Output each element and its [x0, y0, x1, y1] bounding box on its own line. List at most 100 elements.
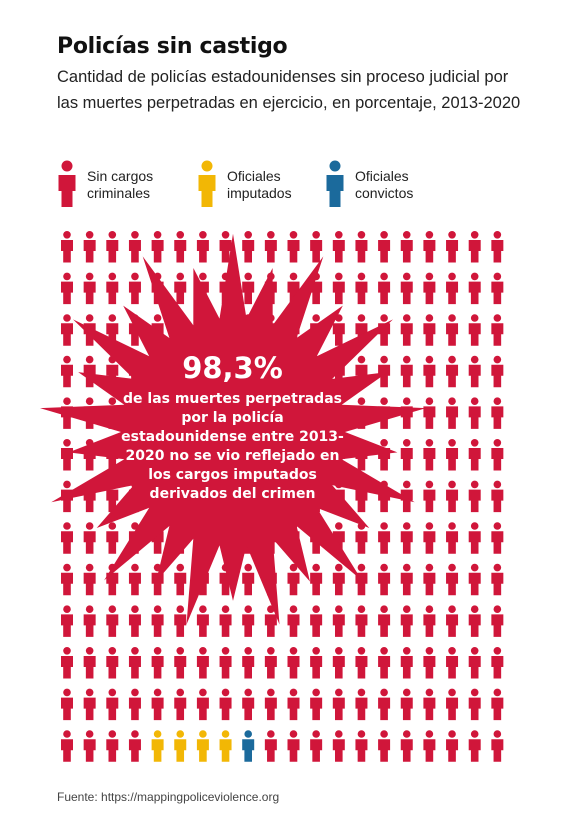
icon-sin-cargos [468, 605, 481, 637]
icon-sin-cargos [355, 563, 368, 596]
icon-sin-cargos [423, 522, 436, 554]
icon-sin-cargos [106, 272, 119, 305]
icon-sin-cargos [264, 231, 277, 263]
legend-label-line1: Sin cargos [87, 168, 154, 184]
icon-sin-cargos [61, 730, 73, 762]
icon-sin-cargos [423, 231, 436, 263]
icon-sin-cargos [242, 231, 255, 263]
icon-sin-cargos [468, 439, 481, 471]
icon-sin-cargos [196, 647, 209, 679]
icon-sin-cargos [61, 314, 73, 346]
icon-sin-cargos [423, 480, 436, 513]
icon-sin-cargos [491, 480, 504, 513]
icon-sin-cargos [151, 688, 164, 721]
icon-sin-cargos [446, 480, 459, 513]
icon-sin-cargos [83, 563, 96, 596]
icon-sin-cargos [468, 522, 481, 554]
icon-sin-cargos [468, 397, 481, 429]
icon-sin-cargos [174, 231, 187, 263]
icon-sin-cargos [423, 439, 436, 471]
icon-sin-cargos [242, 688, 255, 721]
icon-sin-cargos [83, 688, 96, 721]
icon-sin-cargos [400, 688, 413, 721]
icon-sin-cargos [242, 647, 255, 679]
icon-sin-cargos [332, 688, 345, 721]
legend-label-line1: Oficiales [227, 168, 281, 184]
legend: Sin cargos criminales Oficiales imputado… [57, 160, 537, 210]
icon-sin-cargos [468, 355, 481, 388]
icon-sin-cargos [332, 730, 345, 762]
icon-sin-cargos [378, 355, 391, 388]
icon-sin-cargos [400, 355, 413, 388]
icon-sin-cargos [491, 355, 504, 388]
icon-sin-cargos [287, 231, 300, 263]
icon-sin-cargos [468, 730, 481, 762]
icon-sin-cargos [400, 522, 413, 554]
icon-sin-cargos [491, 314, 504, 346]
icon-sin-cargos [355, 522, 368, 554]
icon-sin-cargos [355, 688, 368, 721]
icon-sin-cargos [423, 688, 436, 721]
icon-sin-cargos [106, 647, 119, 679]
icon-sin-cargos [83, 272, 96, 305]
chart-title: Policías sin castigo [57, 34, 288, 59]
icon-sin-cargos [106, 605, 119, 637]
icon-sin-cargos [491, 647, 504, 679]
icon-sin-cargos [332, 605, 345, 637]
icon-sin-cargos [287, 730, 300, 762]
icon-sin-cargos [446, 272, 459, 305]
icon-sin-cargos [423, 314, 436, 346]
icon-sin-cargos [423, 730, 436, 762]
icon-sin-cargos [491, 272, 504, 305]
icon-sin-cargos [423, 647, 436, 679]
legend-label-line1: Oficiales [355, 168, 409, 184]
icon-sin-cargos [83, 647, 96, 679]
icon-sin-cargos [423, 397, 436, 429]
icon-sin-cargos [174, 272, 187, 305]
person-icon [58, 160, 76, 207]
icon-convicto [242, 730, 255, 762]
icon-sin-cargos [174, 688, 187, 721]
icon-sin-cargos [83, 605, 96, 637]
icon-sin-cargos [128, 688, 141, 721]
icon-sin-cargos [378, 688, 391, 721]
icon-sin-cargos [174, 605, 187, 637]
icon-sin-cargos [446, 605, 459, 637]
icon-sin-cargos [128, 605, 141, 637]
icon-sin-cargos [264, 688, 277, 721]
icon-sin-cargos [310, 563, 323, 596]
icon-sin-cargos [423, 272, 436, 305]
icon-sin-cargos [423, 355, 436, 388]
icon-sin-cargos [491, 522, 504, 554]
icon-sin-cargos [310, 231, 323, 263]
icon-sin-cargos [196, 688, 209, 721]
person-icon [198, 160, 216, 207]
icon-sin-cargos [468, 647, 481, 679]
icon-sin-cargos [61, 355, 73, 388]
icon-sin-cargos [219, 647, 232, 679]
icon-sin-cargos [242, 563, 255, 596]
icon-sin-cargos [446, 647, 459, 679]
icon-sin-cargos [242, 272, 255, 305]
icon-sin-cargos [264, 647, 277, 679]
icon-sin-cargos [446, 355, 459, 388]
icon-sin-cargos [61, 522, 73, 554]
icon-imputado [219, 730, 232, 762]
icon-sin-cargos [310, 605, 323, 637]
icon-sin-cargos [83, 231, 96, 263]
icon-sin-cargos [287, 605, 300, 637]
icon-sin-cargos [310, 688, 323, 721]
icon-sin-cargos [83, 522, 96, 554]
icon-sin-cargos [128, 231, 141, 263]
icon-sin-cargos [400, 730, 413, 762]
legend-label-line2: convictos [355, 185, 414, 201]
icon-sin-cargos [400, 314, 413, 346]
icon-sin-cargos [106, 688, 119, 721]
icon-sin-cargos [196, 231, 209, 263]
icon-sin-cargos [128, 272, 141, 305]
icon-sin-cargos [378, 439, 391, 471]
icon-sin-cargos [128, 730, 141, 762]
icon-sin-cargos [355, 605, 368, 637]
icon-sin-cargos [242, 605, 255, 637]
icon-sin-cargos [219, 688, 232, 721]
